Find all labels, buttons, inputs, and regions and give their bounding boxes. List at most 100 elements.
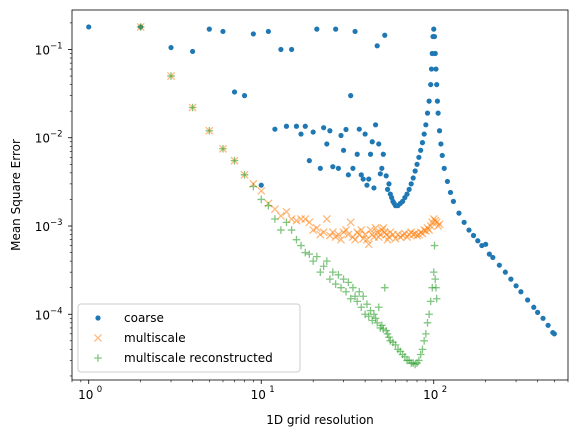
series-0-point [376,141,382,147]
series-2-point [373,319,381,327]
series-2 [136,23,441,369]
series-0-point [324,141,330,147]
series-0-point [535,309,541,315]
series-1-point [364,240,373,249]
series-0-point [424,110,431,116]
series-2-point [249,182,258,191]
y-tick-exponent: −1 [50,41,63,51]
series-0-point [384,186,391,192]
series-2-point [363,300,371,309]
series-2-point [257,195,266,204]
series-1-point [344,230,353,239]
series-2-point [313,252,321,261]
series-2-point [432,283,440,292]
series-0-point [272,126,278,132]
series-0-point [439,152,445,159]
series-0-point [86,24,92,30]
series-0-point [456,210,462,216]
series-0-point [220,28,226,35]
series-0-point [289,46,295,53]
series-0-point [306,158,312,164]
series-0-point [486,251,492,257]
series-0-point [525,297,531,303]
series-0-point [436,128,443,134]
series-2-point [339,275,348,283]
y-tick-label: 10 [35,220,50,234]
series-1-point [366,225,375,235]
x-tick-exponent: 0 [97,385,102,395]
series-2-point [380,283,389,292]
legend-box [77,303,301,373]
series-0-point [408,181,414,187]
series-1-point [309,225,318,235]
series-0-point [189,48,196,55]
legend-entry-1: multiscale [93,331,186,345]
x-tick-exponent: 1 [269,385,274,395]
series-2-point [378,321,386,330]
series-2-point [391,341,400,349]
series-1-point [257,186,266,195]
legend-label-0: coarse [124,311,164,325]
series-2-point [230,156,239,165]
x-tick-label: 10 [423,388,438,402]
series-0-point [444,178,451,185]
series-0-point [551,331,557,337]
series-0-point [333,26,339,32]
series-2-point [364,312,373,321]
series-0-point [354,151,360,157]
series-0-point [414,161,420,167]
series-0-point [258,182,264,188]
series-2-point [385,333,393,341]
series-1-point [322,214,331,224]
series-2-point [418,345,427,354]
legend-entry-0: coarse [95,311,164,325]
series-0-point [327,128,333,134]
series-2-point [366,306,375,315]
series-1-point [292,216,301,225]
series-2-point [416,350,425,359]
series-0-point [426,98,432,104]
series-0-point [364,182,370,188]
series-0-point [382,32,388,38]
series-0-point [421,131,427,137]
series-0-point [400,198,406,204]
series-1-point [319,228,328,237]
series-2-point [420,337,428,345]
series-2-point [282,218,291,227]
series-0-point [356,126,362,132]
series-0-point [433,66,439,72]
y-tick-exponent: −2 [50,130,63,140]
series-0-point [231,89,238,95]
plot-frame [71,9,569,381]
series-0-point [418,147,424,153]
series-0-point [490,254,496,261]
series-0-point [483,241,489,247]
series-2-point [323,257,331,265]
series-2-point [383,330,392,338]
series-0-point [432,50,438,57]
x-axis-label: 1D grid resolution [266,413,374,427]
series-0-point [434,98,441,104]
x-tick-exponent: 2 [442,385,447,395]
series-0-point [371,185,377,191]
legend-label-1: multiscale [124,331,186,345]
series-2-point [316,268,325,276]
series-0-point [314,26,320,32]
series-1-point [336,235,346,244]
series-0-point [379,165,385,171]
series-0-point [447,189,454,196]
series-0-point [380,151,386,157]
series-1-point [384,232,394,242]
series-0-point [466,227,472,233]
series-2-point [353,297,362,306]
series-2-point [357,303,366,312]
x-tick-label: 10 [78,388,93,402]
series-2-point [344,278,353,287]
series-2-point [301,248,310,257]
series-1-point [276,211,285,221]
legend-entry-2: multiscale reconstructed [94,351,273,365]
series-0-point [412,168,418,174]
series-0-point [475,238,481,244]
series-1-point [351,235,360,244]
series-0-point [377,171,383,177]
